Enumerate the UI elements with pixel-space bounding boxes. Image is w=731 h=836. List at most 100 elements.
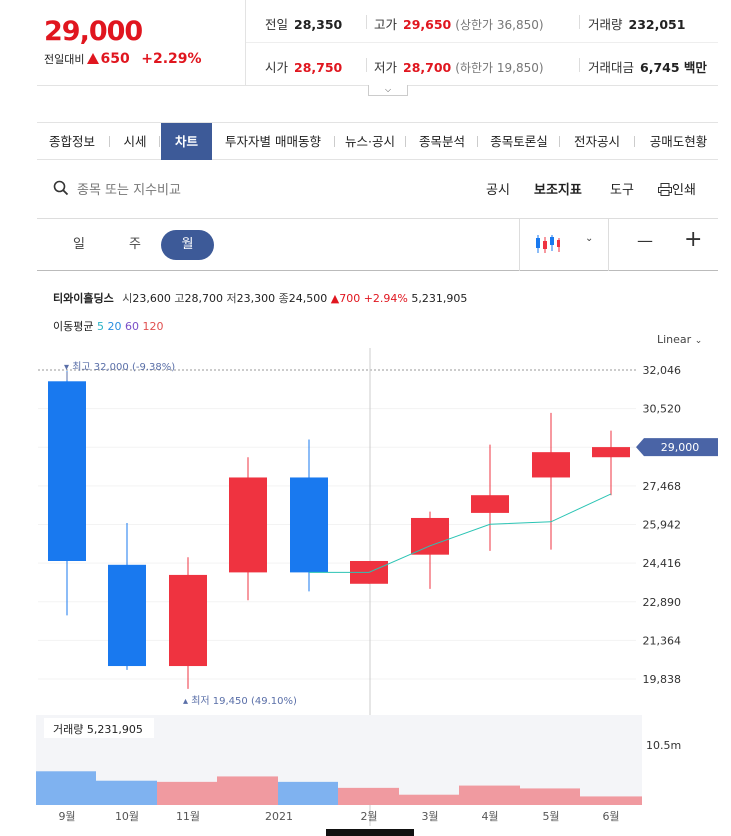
scale-label: Linear — [657, 333, 692, 346]
y-tick-label: 25,942 — [643, 519, 682, 532]
tab-news-disclosure[interactable]: 뉴스·공시 — [345, 134, 395, 149]
candle-body — [290, 477, 328, 573]
zoom-out-button[interactable]: — — [637, 231, 653, 250]
moving-average-legend: 이동평균 5 20 60 120 — [53, 318, 163, 334]
x-tick-label: 5월 — [542, 810, 559, 823]
search-icon[interactable] — [53, 180, 69, 196]
high-label: 고 — [174, 292, 185, 305]
tab-e-disclosure[interactable]: 전자공시 — [573, 134, 620, 149]
compare-search-input[interactable]: 종목 또는 지수비교 — [77, 183, 181, 198]
candle-body — [532, 452, 570, 478]
period-week-button[interactable]: 주 — [129, 237, 141, 252]
open-label: 시 — [122, 292, 133, 305]
stat-open: 시가 28,750 — [265, 57, 342, 76]
ma5-label: 5 — [96, 320, 104, 333]
period-day-button[interactable]: 일 — [73, 237, 85, 252]
stat-upper-limit: (상한가 36,850) — [455, 18, 544, 32]
volume-bg — [217, 715, 279, 805]
stat-low-label: 저가 — [374, 60, 398, 75]
y-tick-label: 24,416 — [643, 557, 682, 570]
candlestick-icon — [536, 235, 560, 253]
volume-info: 5,231,905 — [411, 292, 468, 305]
x-tick-label: 3월 — [421, 810, 438, 823]
stat-prev-label: 전일 — [265, 17, 289, 32]
volume-bg — [399, 715, 461, 805]
volume-bg — [278, 715, 340, 805]
y-tick-label: 19,838 — [643, 673, 682, 686]
chevron-down-icon: ⌄ — [694, 336, 703, 346]
chart-type-dropdown[interactable]: ⌄ — [535, 233, 605, 257]
volume-bar — [338, 787, 400, 805]
up-triangle-icon — [87, 53, 100, 64]
price-change: 전일대비 650 +2.29% — [44, 51, 202, 67]
tab-chart[interactable]: 차트 — [161, 123, 212, 160]
stat-amount-value: 6,745 백만 — [640, 60, 707, 75]
volume-axis-label: 10.5m — [646, 739, 681, 752]
max-price-label: ▾ 최고 32,000 (-9.38%) — [64, 361, 175, 373]
quote-box: 29,000 전일대비 650 +2.29% — [37, 0, 246, 85]
tab-investor-trading[interactable]: 투자자별 매매동향 — [225, 134, 321, 149]
stat-open-label: 시가 — [265, 60, 289, 75]
disclosure-button[interactable]: 공시 — [486, 183, 510, 198]
tab-overview[interactable]: 종합정보 — [48, 134, 95, 149]
change-value: 700 — [339, 292, 361, 305]
close-value: 24,500 — [288, 292, 328, 305]
stock-ohlc-info: 티와이홀딩스 시23,600 고28,700 저23,300 종24,500 ▲… — [53, 290, 467, 306]
close-label: 종 — [278, 292, 289, 305]
tab-short-selling[interactable]: 공매도현황 — [649, 134, 708, 149]
high-value: 28,700 — [184, 292, 223, 305]
volume-bg — [580, 715, 642, 805]
ma-label: 이동평균 — [53, 320, 94, 333]
period-month-button[interactable]: 월 — [161, 230, 214, 260]
current-price: 29,000 — [44, 16, 143, 47]
tab-discussion[interactable]: 종목토론실 — [490, 134, 548, 149]
candle-body — [411, 517, 449, 555]
x-tick-label: 6월 — [602, 810, 619, 823]
volume-bar — [278, 781, 340, 805]
volume-bar — [217, 776, 279, 805]
volume-bg — [36, 715, 98, 805]
stat-volume: 거래량 232,051 — [588, 14, 685, 33]
stat-prev-value: 28,350 — [294, 17, 343, 32]
current-price-label: 29,000 — [661, 441, 700, 454]
expand-toggle-button[interactable]: ⌵ — [368, 85, 408, 96]
candle-body — [350, 560, 388, 584]
volume-bar — [520, 788, 582, 805]
ma120-label: 120 — [142, 320, 164, 333]
change-amount: 650 — [100, 51, 130, 67]
open-value: 23,600 — [132, 292, 171, 305]
ma5-line — [309, 493, 612, 573]
low-value: 23,300 — [236, 292, 276, 305]
indicator-button[interactable]: 보조지표 — [534, 183, 582, 198]
period-selector: 일 주 월 ⌄ — + — [37, 218, 718, 271]
stat-high: 고가 29,650 (상한가 36,850) — [374, 14, 544, 33]
print-button[interactable]: 인쇄 — [658, 179, 696, 198]
candle-body — [169, 574, 207, 667]
current-price-tag — [636, 438, 718, 457]
volume-label: 거래량 5,231,905 — [53, 723, 143, 736]
candle-body — [108, 564, 146, 667]
change-pct: +2.94% — [363, 292, 408, 305]
tools-button[interactable]: 도구 — [610, 183, 634, 198]
stat-high-value: 29,650 — [403, 17, 452, 32]
x-tick-label: 10월 — [115, 810, 139, 823]
candle-body — [592, 447, 630, 458]
volume-bg — [157, 715, 219, 805]
x-tick-label: 11월 — [176, 810, 200, 823]
y-tick-label: 27,468 — [643, 480, 682, 493]
volume-bar — [580, 796, 642, 805]
volume-bar — [157, 781, 219, 805]
volume-bar — [459, 785, 521, 805]
volume-bg — [96, 715, 158, 805]
low-label: 저 — [226, 292, 237, 305]
tab-analysis[interactable]: 종목분석 — [418, 134, 465, 149]
stat-amount-label: 거래대금 — [588, 60, 635, 75]
candle-body — [229, 477, 267, 573]
chevron-down-icon: ⌄ — [585, 233, 594, 244]
zoom-in-button[interactable]: + — [684, 227, 703, 252]
scale-dropdown[interactable]: Linear ⌄ — [657, 333, 702, 346]
y-tick-label: 22,890 — [643, 596, 682, 609]
price-stats: 전일 28,350 고가 29,650 (상한가 36,850) 거래량 232,051… — [246, 0, 718, 85]
tab-quotes[interactable]: 시세 — [123, 134, 147, 149]
candle-body — [471, 495, 509, 513]
